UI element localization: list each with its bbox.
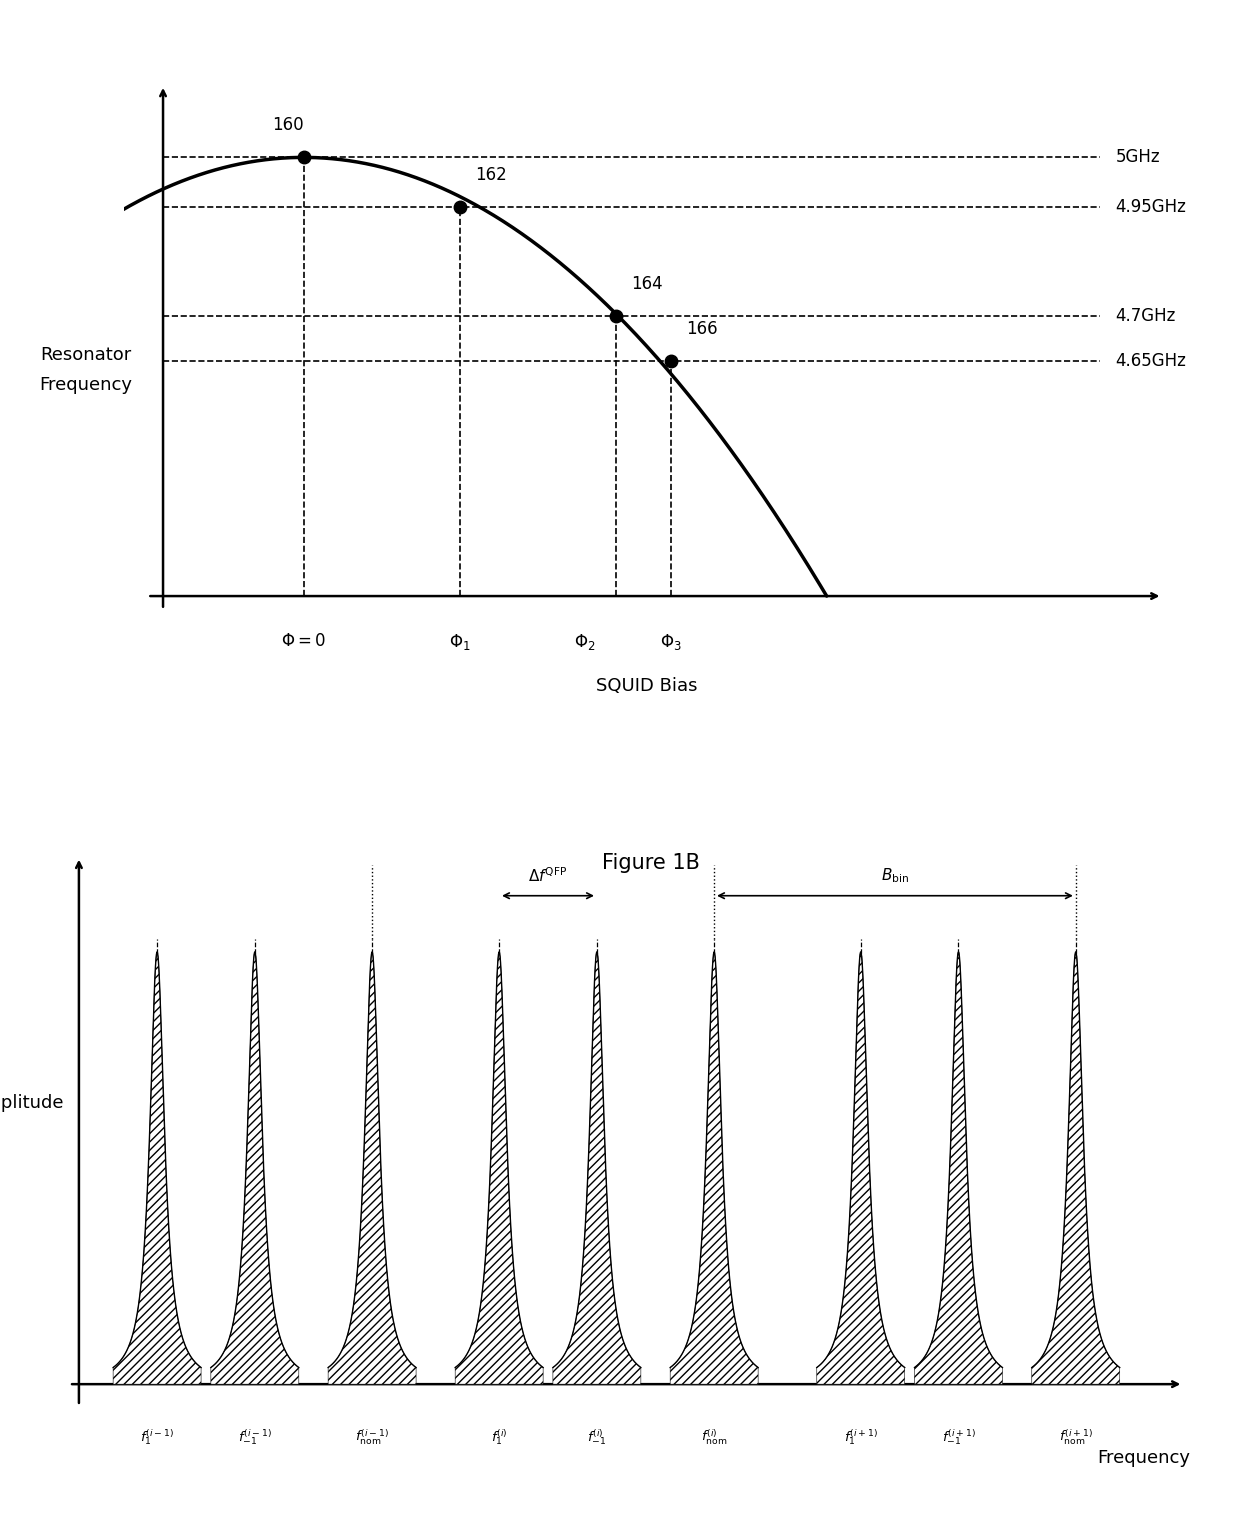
Text: $\Phi = 0$: $\Phi = 0$ — [281, 633, 326, 650]
Text: 166: 166 — [686, 320, 718, 337]
Text: 4.95GHz: 4.95GHz — [1116, 198, 1187, 217]
Text: 5GHz: 5GHz — [1116, 148, 1161, 166]
Text: $B_{\mathrm{bin}}$: $B_{\mathrm{bin}}$ — [880, 866, 909, 884]
Text: $\Phi_2$: $\Phi_2$ — [574, 633, 595, 653]
Text: 164: 164 — [631, 274, 663, 293]
Text: 160: 160 — [273, 116, 304, 134]
Text: Amplitude: Amplitude — [0, 1095, 64, 1112]
Text: $f_1^{(i+1)}$: $f_1^{(i+1)}$ — [843, 1427, 878, 1447]
Text: $\Phi_3$: $\Phi_3$ — [660, 633, 682, 653]
Text: $f_{-1}^{(i)}$: $f_{-1}^{(i)}$ — [588, 1427, 606, 1447]
Text: $f_{\mathrm{nom}}^{(i-1)}$: $f_{\mathrm{nom}}^{(i-1)}$ — [355, 1427, 389, 1447]
Text: $f_{-1}^{(i+1)}$: $f_{-1}^{(i+1)}$ — [941, 1427, 976, 1447]
Text: Resonator
Frequency: Resonator Frequency — [38, 346, 131, 393]
Text: Frequency: Frequency — [1097, 1449, 1190, 1467]
Text: 162: 162 — [475, 166, 507, 185]
Text: $f_{\mathrm{nom}}^{(i+1)}$: $f_{\mathrm{nom}}^{(i+1)}$ — [1059, 1427, 1092, 1447]
Text: 4.65GHz: 4.65GHz — [1116, 352, 1187, 371]
Text: Figure 1B: Figure 1B — [603, 854, 699, 874]
Text: $\Phi_1$: $\Phi_1$ — [449, 633, 470, 653]
Text: $f_{-1}^{(i-1)}$: $f_{-1}^{(i-1)}$ — [238, 1427, 272, 1447]
Text: 4.7GHz: 4.7GHz — [1116, 307, 1176, 325]
Text: $f_1^{(i-1)}$: $f_1^{(i-1)}$ — [140, 1427, 174, 1447]
Text: $f_{\mathrm{nom}}^{(i)}$: $f_{\mathrm{nom}}^{(i)}$ — [701, 1427, 728, 1447]
Text: SQUID Bias: SQUID Bias — [596, 677, 698, 695]
Text: $f_1^{(i)}$: $f_1^{(i)}$ — [491, 1427, 507, 1447]
Text: $\Delta f^{\mathrm{QFP}}$: $\Delta f^{\mathrm{QFP}}$ — [528, 866, 568, 884]
